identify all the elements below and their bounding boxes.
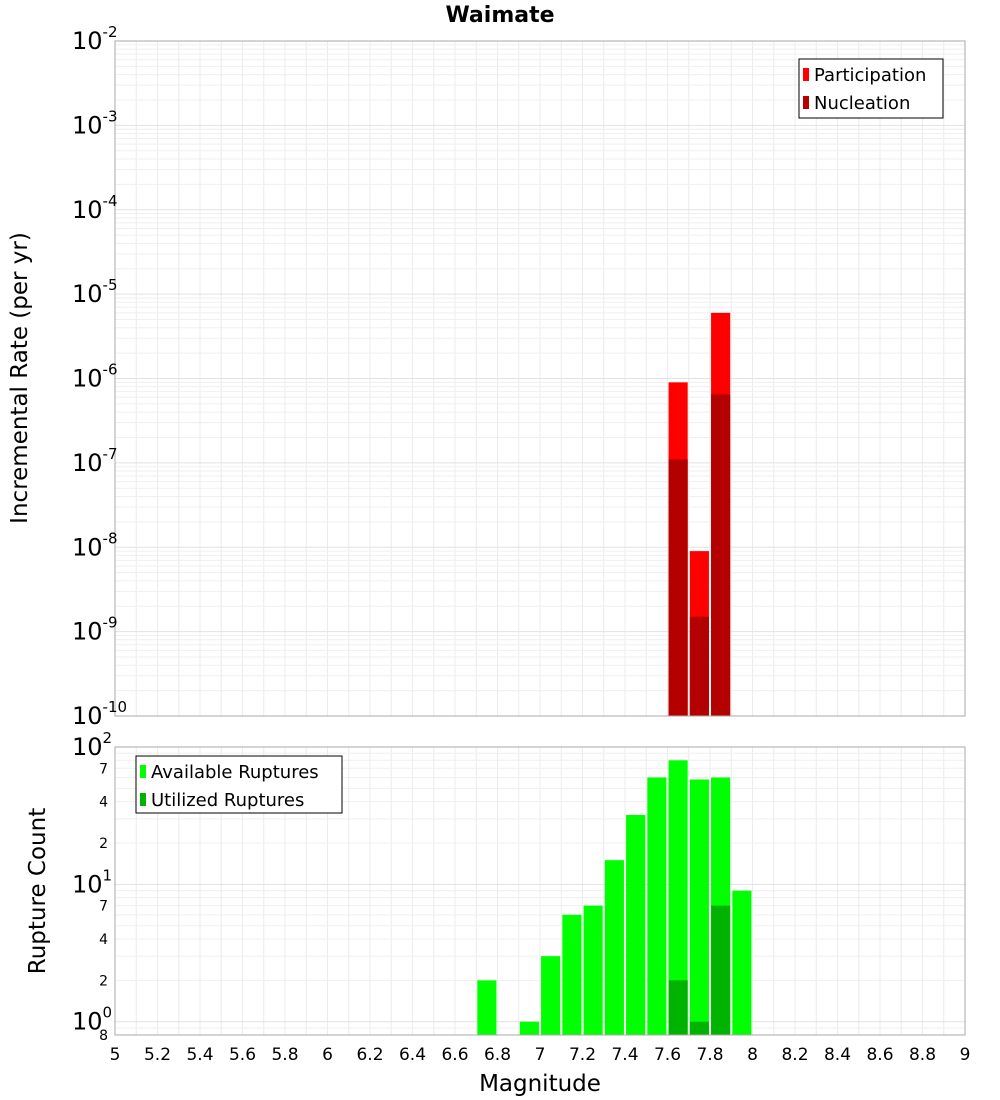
- bottom-panel: 100 101 102 8 2 4 7 2 4 7 Available Ruptures Utiliz…: [72, 729, 970, 1065]
- legend-box: [135, 755, 343, 814]
- available-ruptures-bar: [583, 905, 603, 1035]
- available-ruptures-bar: [604, 860, 624, 1035]
- y-tick-label: 10-5: [72, 276, 118, 308]
- nucleation-bar: [711, 394, 731, 716]
- available-ruptures-bar: [626, 814, 646, 1035]
- available-ruptures-bar: [519, 1021, 539, 1035]
- y-tick-label: 102: [72, 729, 112, 761]
- available-ruptures-bar: [689, 779, 709, 1035]
- x-tick-label: 5.6: [229, 1045, 256, 1065]
- x-tick-label: 8: [747, 1045, 758, 1065]
- available-ruptures-bar: [562, 914, 582, 1035]
- bottom-plot-frame: [114, 746, 966, 1036]
- y-tick-label: 100: [72, 1004, 112, 1036]
- legend-swatch: [140, 793, 146, 806]
- legend-label: Available Ruptures: [151, 762, 319, 783]
- legend-label: Nucleation: [814, 93, 910, 114]
- x-tick-label: 8.2: [781, 1045, 808, 1065]
- x-tick-label: 9: [960, 1045, 971, 1065]
- x-tick-label: 5.8: [271, 1045, 298, 1065]
- x-tick-label: 7.8: [696, 1045, 723, 1065]
- x-tick-label: 8.6: [866, 1045, 893, 1065]
- x-tick-label: 5.4: [186, 1045, 213, 1065]
- y-tick-label: 101: [72, 866, 112, 898]
- x-tick-label: 6.2: [356, 1045, 383, 1065]
- utilized-ruptures-bar: [668, 980, 688, 1035]
- chart-title: Waimate: [445, 3, 554, 28]
- y-tick-label: 10-10: [72, 698, 127, 730]
- x-tick-label: 7.2: [569, 1045, 596, 1065]
- x-tick-label: 7.6: [654, 1045, 681, 1065]
- y-minor-tick-label: 4: [99, 932, 108, 948]
- available-ruptures-bar: [477, 980, 497, 1035]
- x-tick-label: 8.4: [824, 1045, 851, 1065]
- x-tick-label: 5.2: [144, 1045, 171, 1065]
- y-minor-tick-label: 2: [99, 836, 108, 852]
- y-tick-label: 10-8: [72, 529, 118, 561]
- top-plot-frame: [114, 40, 966, 717]
- top-y-axis-label: Incremental Rate (per yr): [7, 232, 33, 524]
- legend-label: Utilized Ruptures: [151, 790, 304, 811]
- legend-swatch: [803, 68, 809, 81]
- utilized-ruptures-bar: [689, 1021, 709, 1035]
- y-minor-tick-label: 7: [99, 761, 108, 777]
- top-panel: 10-10 10-9 10-8 10-7 10-6 10-5 10-4 10-3 10-2 Par…: [72, 23, 966, 730]
- available-ruptures-bar: [732, 890, 752, 1035]
- legend-box: [798, 58, 944, 119]
- x-tick-label: 5: [110, 1045, 121, 1065]
- legend-label: Participation: [814, 65, 926, 86]
- y-tick-label: 10-7: [72, 445, 118, 477]
- y-minor-tick-label: 7: [99, 899, 108, 915]
- x-tick-label: 8.8: [909, 1045, 936, 1065]
- legend-swatch: [803, 96, 809, 109]
- x-tick-label: 6.4: [399, 1045, 426, 1065]
- y-minor-tick-label: 8: [99, 1028, 108, 1044]
- legend-swatch: [140, 765, 146, 778]
- nucleation-bar: [689, 616, 709, 716]
- y-tick-label: 10-9: [72, 614, 118, 646]
- bottom-y-axis-label: Rupture Count: [25, 808, 51, 974]
- x-tick-label: 7.4: [611, 1045, 638, 1065]
- nucleation-bar: [668, 459, 688, 716]
- x-tick-label: 6.6: [441, 1045, 468, 1065]
- x-axis-label: Magnitude: [479, 1071, 601, 1097]
- available-ruptures-bar: [668, 760, 688, 1035]
- x-tick-label: 6: [322, 1045, 333, 1065]
- x-tick-label: 6.8: [484, 1045, 511, 1065]
- y-minor-tick-label: 2: [99, 973, 108, 989]
- y-tick-label: 10-6: [72, 361, 118, 393]
- x-tick-label: 7: [535, 1045, 546, 1065]
- y-tick-label: 10-3: [72, 107, 118, 139]
- available-ruptures-bar: [647, 777, 667, 1035]
- available-ruptures-bar: [541, 956, 561, 1035]
- y-minor-tick-label: 4: [99, 795, 108, 811]
- y-tick-label: 10-4: [72, 192, 118, 224]
- y-tick-label: 10-2: [72, 23, 118, 55]
- utilized-ruptures-bar: [711, 905, 731, 1035]
